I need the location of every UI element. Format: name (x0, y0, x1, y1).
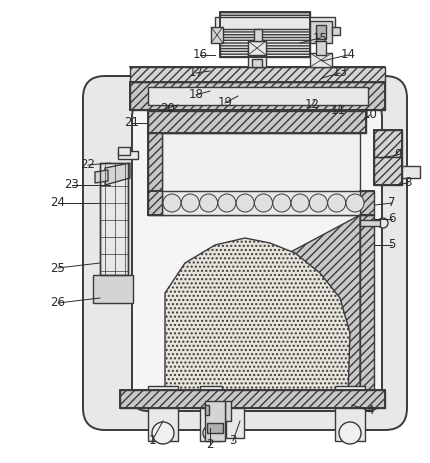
Bar (148, 133, 162, 215)
Bar (225, 401, 231, 421)
FancyBboxPatch shape (132, 101, 382, 411)
Text: 18: 18 (189, 88, 203, 101)
Text: 26: 26 (50, 296, 65, 309)
Bar (316, 41, 326, 55)
Text: 9: 9 (394, 149, 402, 162)
Polygon shape (95, 170, 108, 183)
Bar (374, 130, 402, 185)
Text: 12: 12 (304, 99, 319, 112)
Circle shape (255, 194, 273, 212)
Bar (205, 401, 225, 441)
Bar (248, 41, 266, 55)
Bar (332, 27, 340, 35)
Polygon shape (165, 238, 350, 395)
Bar (220, 12, 310, 57)
Bar (120, 390, 385, 408)
Bar (310, 21, 332, 43)
Bar (100, 163, 128, 275)
Bar (148, 111, 366, 133)
Circle shape (152, 422, 174, 444)
Bar (148, 191, 162, 215)
Bar (118, 151, 138, 159)
Bar (93, 275, 133, 303)
Circle shape (203, 425, 219, 441)
Text: 16: 16 (193, 49, 208, 62)
Text: 11: 11 (331, 105, 345, 118)
Circle shape (339, 422, 361, 444)
Bar (248, 47, 266, 67)
Text: 1: 1 (148, 434, 156, 448)
Text: 21: 21 (125, 117, 139, 130)
Text: 24: 24 (50, 196, 65, 209)
Polygon shape (360, 215, 374, 395)
Bar (130, 67, 385, 82)
Polygon shape (240, 215, 360, 395)
Bar (360, 191, 374, 215)
Circle shape (163, 194, 181, 212)
Bar (207, 423, 223, 433)
Text: 5: 5 (388, 238, 396, 251)
Text: 2: 2 (206, 438, 214, 451)
Circle shape (273, 194, 291, 212)
Bar (254, 29, 262, 41)
Circle shape (328, 194, 346, 212)
Text: 19: 19 (218, 96, 233, 110)
Bar (148, 386, 178, 441)
Bar (402, 166, 420, 178)
Text: 17: 17 (188, 67, 203, 80)
Circle shape (200, 194, 218, 212)
Text: 22: 22 (80, 158, 95, 171)
Circle shape (218, 194, 236, 212)
Text: 3: 3 (229, 434, 237, 448)
Bar (200, 386, 222, 441)
Bar (215, 17, 335, 29)
Circle shape (181, 194, 199, 212)
Text: 23: 23 (64, 179, 80, 192)
Bar (310, 53, 332, 67)
Bar (374, 130, 402, 185)
Bar (162, 133, 360, 215)
Polygon shape (105, 163, 130, 185)
Text: 4: 4 (366, 405, 374, 418)
Bar (130, 82, 385, 110)
Text: 13: 13 (332, 67, 347, 80)
Circle shape (236, 194, 254, 212)
Bar (211, 27, 223, 43)
Bar (100, 163, 128, 275)
Text: 8: 8 (404, 176, 412, 189)
Bar (335, 386, 365, 441)
Bar (316, 25, 326, 39)
Circle shape (346, 194, 364, 212)
Bar (220, 12, 310, 57)
Text: 7: 7 (388, 196, 396, 209)
Bar (148, 87, 368, 105)
Circle shape (291, 194, 309, 212)
Circle shape (378, 218, 388, 228)
Text: 20: 20 (160, 101, 175, 114)
Text: 15: 15 (313, 31, 327, 44)
Text: 6: 6 (388, 213, 396, 225)
Text: 25: 25 (51, 262, 65, 275)
Text: 14: 14 (341, 49, 356, 62)
Bar (205, 405, 209, 415)
Bar (118, 147, 130, 155)
Bar (360, 220, 380, 226)
Bar (226, 390, 244, 438)
Text: 10: 10 (362, 108, 378, 121)
Bar (252, 59, 262, 67)
Bar (162, 191, 360, 215)
Circle shape (310, 194, 327, 212)
FancyBboxPatch shape (83, 76, 407, 430)
